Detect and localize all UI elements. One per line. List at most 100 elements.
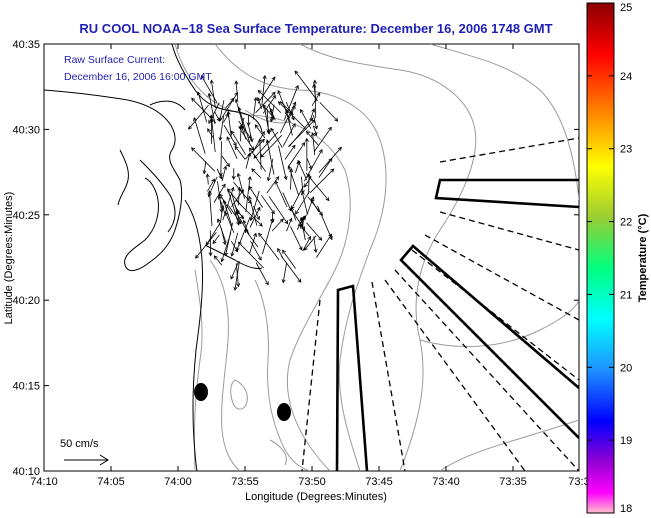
current-vector (210, 115, 216, 152)
current-vector-head (208, 119, 213, 125)
current-vector-head (236, 283, 241, 288)
current-vector (252, 131, 265, 154)
current-vector (212, 234, 220, 244)
current-vector (195, 232, 217, 259)
current-vector-head (226, 188, 231, 193)
current-vector-head (209, 79, 214, 84)
current-vector (267, 158, 274, 181)
surface-current-vectors (188, 70, 342, 291)
current-vector-head (281, 279, 286, 284)
current-vector-head (258, 232, 263, 237)
current-vector-head (258, 222, 263, 227)
current-vector-head (271, 91, 276, 96)
x-tick-label: 73:35 (499, 476, 527, 488)
current-vector-head (277, 89, 282, 95)
current-vector-head (207, 192, 212, 198)
current-vector (309, 108, 315, 121)
current-vector-head (313, 131, 318, 137)
current-vector (208, 102, 220, 124)
current-vector (306, 131, 319, 146)
current-vector-head (211, 178, 215, 183)
bathymetry-contours (174, 44, 579, 471)
current-vector (220, 92, 238, 121)
current-vector-head (234, 80, 239, 85)
current-vector (313, 127, 332, 152)
current-vector (308, 174, 310, 195)
current-vector (266, 108, 269, 133)
current-vector-head (325, 197, 330, 202)
x-axis-label: Longitude (Degrees:Minutes) (245, 491, 387, 503)
current-vector (223, 113, 229, 123)
current-vector (316, 233, 332, 258)
current-vector (224, 98, 235, 109)
current-vector-head (299, 217, 304, 222)
current-vector-head (248, 147, 253, 152)
current-vector-head (257, 256, 262, 261)
x-tick-label: 73:40 (432, 476, 460, 488)
map-content (44, 44, 579, 471)
current-vector-head (193, 117, 197, 122)
current-vector-head (218, 172, 223, 177)
current-vector-head (253, 154, 258, 159)
current-vector-head (234, 248, 239, 253)
current-vector (261, 75, 266, 106)
current-vector (306, 196, 314, 216)
current-vector-head (313, 248, 318, 254)
current-vector-head (226, 110, 231, 115)
current-vector-head (328, 235, 333, 241)
current-vector-head (275, 176, 280, 181)
current-vector-head (314, 125, 318, 130)
current-vector (266, 176, 279, 194)
current-vector-head (330, 168, 335, 173)
current-vector-head (290, 116, 295, 121)
current-vector-head (230, 130, 235, 135)
current-vector-head (296, 160, 301, 165)
colorbar (586, 2, 615, 514)
current-vector-head (208, 252, 213, 257)
current-vector-head (216, 117, 221, 122)
current-vector-head (196, 91, 201, 96)
current-vector (211, 80, 216, 109)
current-vector-head (318, 148, 323, 154)
current-vector-head (230, 275, 235, 280)
current-vector-head (318, 211, 323, 216)
current-vector (250, 190, 260, 221)
current-vector-head (213, 255, 218, 260)
current-vector (295, 190, 310, 215)
current-vector-head (272, 95, 276, 100)
current-vector (270, 128, 283, 148)
current-vector (233, 181, 252, 204)
current-vector (319, 102, 338, 122)
current-vector (314, 80, 317, 118)
current-vector (294, 70, 318, 102)
current-vector (288, 165, 300, 196)
current-vector (203, 161, 207, 174)
current-vector-head (247, 134, 252, 139)
current-vector (282, 123, 296, 147)
current-vector (238, 241, 264, 269)
current-vector (306, 158, 312, 170)
current-vector (221, 155, 230, 167)
current-vector (290, 226, 303, 251)
current-vector-head (294, 70, 299, 75)
current-vector (231, 130, 246, 155)
current-vector (238, 107, 250, 143)
current-vector (235, 211, 250, 235)
current-vector (306, 222, 322, 241)
current-vector (304, 149, 323, 182)
colorbar-tick-label: 23 (620, 144, 632, 156)
x-tick-label: 73:3 (568, 476, 589, 488)
current-vector-head (302, 215, 307, 220)
current-vector (245, 153, 251, 169)
current-vector-head (282, 249, 286, 254)
current-vector-head (262, 104, 267, 109)
current-vector-head (235, 211, 240, 216)
current-vector (255, 262, 269, 285)
current-vector (227, 189, 240, 226)
current-vector-head (295, 210, 299, 215)
current-vector-head (266, 129, 271, 134)
current-vector (290, 207, 297, 221)
current-vector (205, 223, 220, 246)
current-vector-head (292, 101, 297, 106)
current-vector-head (288, 207, 292, 212)
